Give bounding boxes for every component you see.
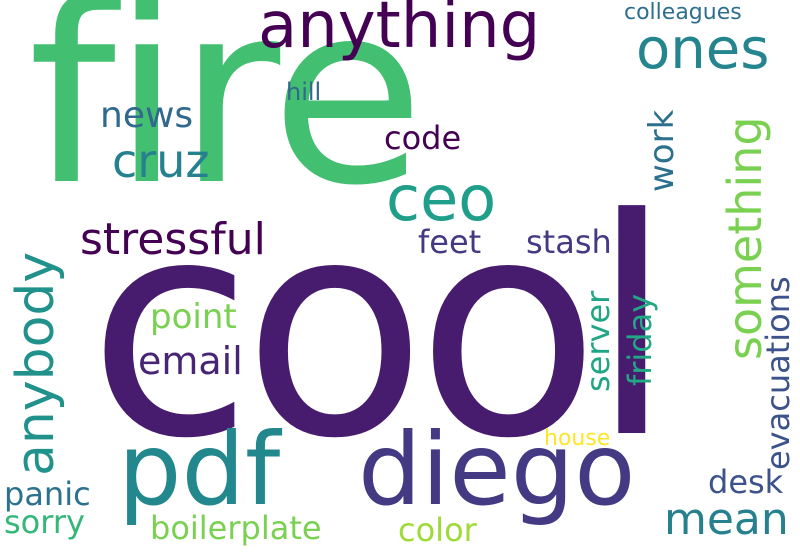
word-code: code [384,119,462,157]
word-feet: feet [418,223,482,261]
word-point: point [150,297,237,337]
word-friday: friday [621,293,659,386]
word-color: color [398,511,477,549]
word-fire: fire [28,0,425,240]
word-sorry: sorry [4,503,85,541]
word-ceo: ceo [386,162,497,235]
word-anybody: anybody [6,251,66,476]
word-ones: ones [636,17,770,82]
word-panic: panic [4,475,91,513]
word-house: house [544,426,611,451]
word-mean: mean [664,494,789,545]
word-stash: stash [526,223,612,261]
word-hill: hill [286,78,322,106]
word-server: server [579,290,617,392]
word-desk: desk [708,463,784,501]
word-anything: anything [258,0,541,63]
word-evacuations: evacuations [759,276,797,470]
word-cool: cool [88,155,673,504]
word-news: news [100,95,194,136]
word-stressful: stressful [80,214,266,265]
word-email: email [138,339,243,383]
word-pdf: pdf [118,411,281,528]
word-work: work [642,109,682,192]
word-colleagues: colleagues [624,0,742,25]
word-boilerplate: boilerplate [150,509,322,547]
word-cruz: cruz [112,134,210,188]
word-diego: diego [358,411,636,528]
